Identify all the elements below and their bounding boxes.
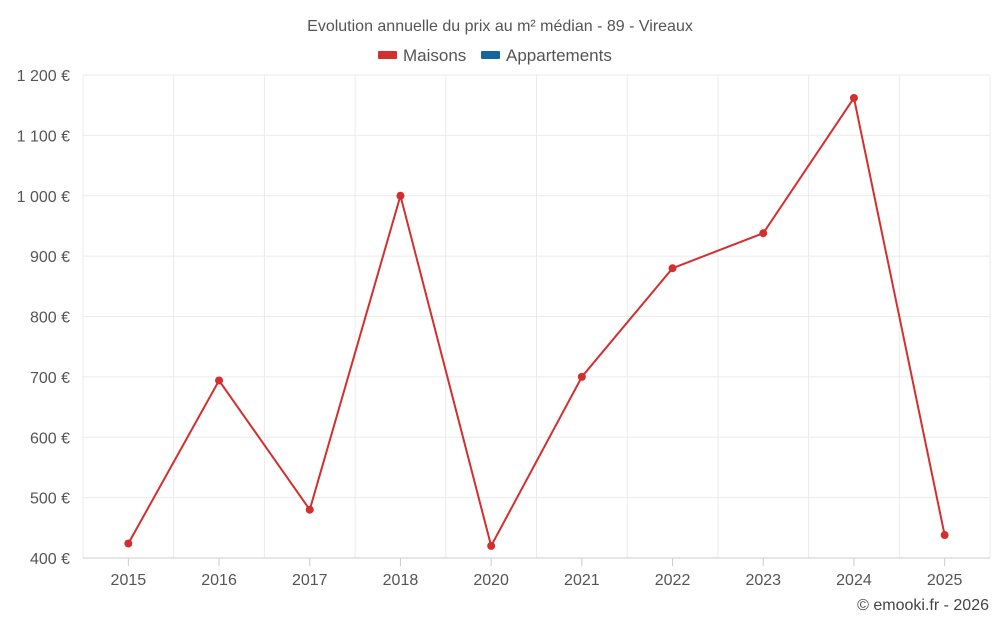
- data-point[interactable]: [849, 93, 858, 102]
- data-point[interactable]: [396, 191, 405, 200]
- y-tick-label: 400 €: [30, 551, 70, 568]
- x-tick-label: 2018: [383, 572, 419, 589]
- y-tick-label: 1 000 €: [17, 189, 70, 206]
- series: [124, 93, 949, 550]
- grid: [82, 74, 991, 558]
- credit-text: © emooki.fr - 2026: [857, 597, 989, 614]
- data-point[interactable]: [668, 264, 677, 273]
- legend-swatch-appartements: [481, 51, 500, 59]
- data-point[interactable]: [759, 229, 768, 238]
- y-tick-label: 1 200 €: [17, 68, 70, 85]
- y-tick-label: 700 €: [30, 370, 70, 387]
- x-tick-label: 2023: [745, 572, 781, 589]
- x-tick-label: 2015: [111, 572, 147, 589]
- series-line-maisons: [127, 95, 946, 549]
- y-tick-label: 900 €: [30, 249, 70, 266]
- y-tick-label: 1 100 €: [17, 128, 70, 145]
- x-tick-label: 2020: [473, 572, 509, 589]
- y-tick-label: 500 €: [30, 491, 70, 508]
- data-point[interactable]: [305, 505, 314, 514]
- legend-label-appartements[interactable]: Appartements: [506, 46, 612, 65]
- data-point[interactable]: [487, 541, 496, 550]
- data-point[interactable]: [215, 376, 224, 385]
- y-tick-label: 800 €: [30, 310, 70, 327]
- data-point[interactable]: [940, 531, 949, 540]
- x-axis-ticks: 2015 2016 2017 2018 2020 2021 2022 2023 2024 2025: [111, 558, 963, 589]
- x-tick-label: 2022: [655, 572, 691, 589]
- legend: Maisons Appartements: [378, 46, 612, 65]
- chart-title: Evolution annuelle du prix au m² médian …: [307, 18, 693, 35]
- x-tick-label: 2024: [836, 572, 872, 589]
- x-tick-label: 2016: [201, 572, 237, 589]
- x-tick-label: 2017: [292, 572, 328, 589]
- legend-label-maisons[interactable]: Maisons: [403, 46, 466, 65]
- data-point[interactable]: [124, 539, 133, 548]
- x-tick-label: 2025: [927, 572, 963, 589]
- y-axis-ticks: 400 € 500 € 600 € 700 € 800 € 900 € 1 000 € 1 1…: [17, 68, 70, 568]
- legend-swatch-maisons: [378, 51, 397, 59]
- y-tick-label: 600 €: [30, 430, 70, 447]
- x-tick-label: 2021: [564, 572, 600, 589]
- data-point[interactable]: [577, 372, 586, 381]
